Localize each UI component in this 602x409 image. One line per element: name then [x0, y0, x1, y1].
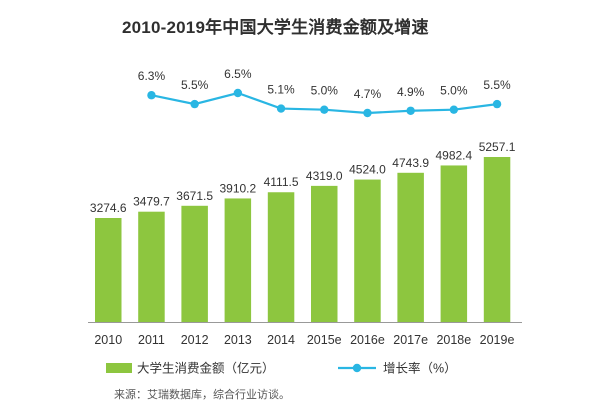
- growth-label: 5.0%: [311, 84, 339, 98]
- legend-bar-swatch: [106, 363, 132, 373]
- bar-2014: [267, 192, 295, 322]
- bar-2016e: [354, 179, 381, 322]
- x-tick-label: 2010: [94, 333, 122, 347]
- growth-label: 6.5%: [224, 67, 252, 81]
- growth-label: 4.9%: [397, 85, 425, 99]
- bar-value-label: 4524.0: [349, 163, 386, 177]
- bar-2017e: [397, 172, 424, 322]
- source-note: 来源：艾瑞数据库，综合行业访谈。: [114, 389, 290, 401]
- growth-point: [320, 105, 329, 114]
- growth-label: 6.3%: [138, 69, 166, 83]
- growth-label: 5.5%: [181, 78, 209, 92]
- bar-2018e: [440, 165, 468, 322]
- legend-line-marker: [352, 363, 362, 373]
- bar-value-label: 3671.5: [176, 189, 213, 203]
- growth-point: [363, 108, 372, 118]
- growth-point: [147, 91, 156, 100]
- bar-2019e: [483, 157, 511, 322]
- bar-value-label: 4111.5: [264, 175, 299, 189]
- bar-value-label: 4743.9: [392, 156, 429, 170]
- growth-point: [449, 105, 459, 114]
- growth-label: 5.0%: [440, 84, 468, 98]
- x-tick-label: 2017e: [393, 333, 428, 347]
- growth-point: [406, 106, 415, 115]
- growth-point: [190, 99, 199, 109]
- x-tick-label: 2014: [267, 333, 295, 347]
- chart-title: 2010-2019年中国大学生消费金额及增速: [122, 18, 429, 37]
- legend-line-label: 增长率（%）: [383, 361, 457, 376]
- bar-2013: [224, 198, 252, 322]
- legend-bar-label: 大学生消费金额（亿元）: [137, 361, 275, 376]
- bar-2012: [181, 205, 208, 322]
- x-tick-label: 2015e: [307, 333, 342, 347]
- x-tick-label: 2018e: [436, 333, 471, 347]
- bar-2015e: [311, 185, 338, 322]
- x-tick-label: 2016e: [350, 333, 385, 347]
- bar-2011: [138, 211, 165, 322]
- x-tick-label: 2012: [181, 333, 209, 347]
- x-tick-label: 2019e: [480, 333, 515, 347]
- growth-point: [276, 104, 286, 113]
- bar-value-label: 3479.7: [133, 195, 170, 209]
- growth-label: 4.7%: [354, 87, 382, 101]
- growth-point: [492, 99, 502, 109]
- x-tick-label: 2011: [138, 333, 165, 347]
- bar-value-label: 4982.4: [435, 148, 472, 162]
- x-tick-label: 2013: [224, 333, 252, 347]
- bar-value-label: 5257.1: [479, 140, 516, 154]
- bar-2010: [95, 218, 122, 322]
- growth-label: 5.5%: [483, 78, 511, 92]
- growth-point: [233, 88, 243, 98]
- growth-label: 5.1%: [267, 83, 295, 97]
- bar-value-label: 3274.6: [90, 201, 127, 215]
- bar-value-label: 4319.0: [306, 169, 343, 183]
- bar-value-label: 3910.2: [219, 181, 256, 195]
